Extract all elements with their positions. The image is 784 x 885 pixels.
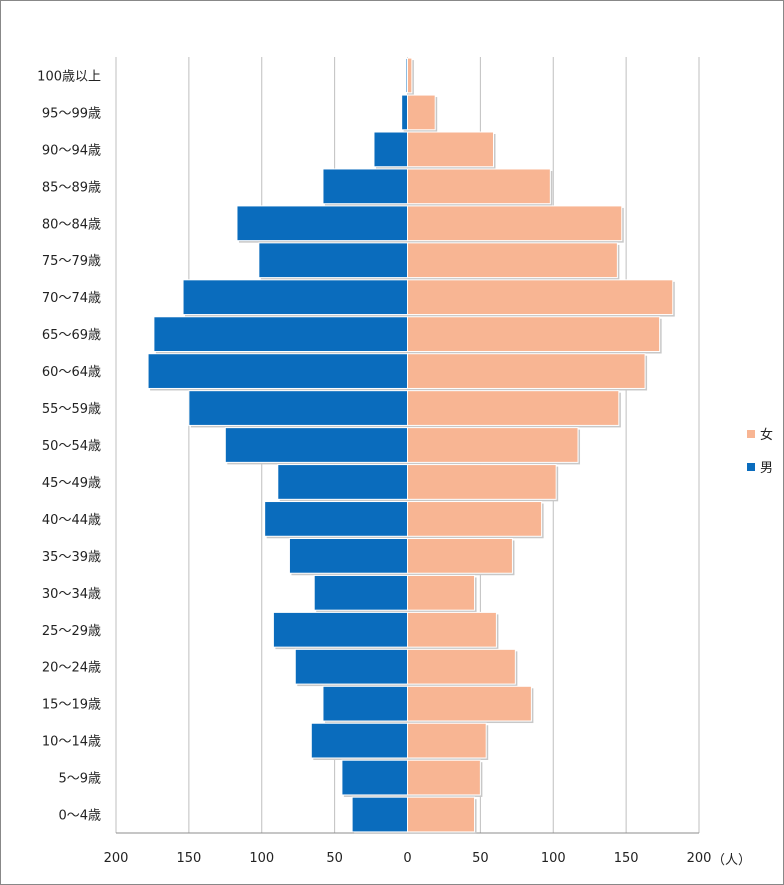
x-tick-label: 150 (614, 851, 639, 866)
category-label: 50〜54歳 (42, 439, 101, 454)
bar-male (182, 279, 408, 316)
bar-male (310, 722, 408, 759)
bar-male (224, 427, 408, 463)
bar-male (153, 316, 408, 353)
category-label: 10〜14歳 (42, 735, 101, 750)
bar-male (277, 464, 408, 500)
bar-female (407, 205, 623, 242)
bar-male (313, 574, 408, 611)
x-axis-tick-labels: 200 150 100 50 0 50 100 150 200 (104, 851, 712, 866)
female-bars (407, 57, 675, 834)
category-label: 65〜69歳 (42, 328, 101, 343)
bar-male (288, 537, 409, 574)
bar-female (407, 427, 579, 463)
category-labels: 100歳以上 95〜99歳 90〜94歳 85〜89歳 80〜84歳 75〜79歳 70〜7… (37, 69, 101, 823)
category-label: 70〜74歳 (42, 291, 101, 306)
category-label: 30〜34歳 (42, 587, 101, 602)
x-tick-label: 50 (326, 851, 343, 866)
x-tick-label: 200 (687, 851, 712, 866)
bar-female (407, 353, 646, 389)
bar-female (407, 611, 497, 648)
legend-label-female: 女 (760, 427, 773, 443)
legend-label-male: 男 (760, 461, 773, 476)
bar-female (407, 464, 557, 500)
bar-male (188, 390, 408, 426)
category-label: 100歳以上 (37, 69, 101, 84)
category-label: 85〜89歳 (42, 180, 101, 195)
male-bars (147, 57, 410, 834)
bar-female (407, 796, 476, 833)
category-label: 55〜59歳 (42, 402, 101, 417)
x-tick-label: 50 (472, 851, 489, 866)
bar-female (407, 648, 516, 685)
legend-swatch-female (747, 430, 755, 438)
bar-female (407, 131, 494, 168)
category-label: 40〜44歳 (42, 513, 101, 528)
bar-female (407, 279, 674, 316)
bar-male (294, 648, 408, 685)
category-label: 60〜64歳 (42, 365, 101, 380)
x-tick-label: 200 (104, 851, 129, 866)
x-tick-label: 100 (249, 851, 274, 866)
bar-female (407, 316, 661, 353)
x-tick-label: 100 (541, 851, 566, 866)
bar-female (407, 537, 513, 574)
bar-male (341, 759, 409, 796)
bar-male (401, 94, 409, 131)
category-label: 35〜39歳 (42, 550, 101, 565)
category-label: 90〜94歳 (42, 143, 101, 158)
legend: 女 男 (747, 427, 773, 476)
bar-female (407, 574, 476, 611)
bar-female (407, 94, 436, 131)
bar-female (407, 501, 543, 537)
bar-male (236, 205, 408, 242)
bar-female (407, 242, 618, 279)
category-label: 5〜9歳 (58, 772, 101, 787)
bar-male (264, 501, 409, 537)
category-label: 95〜99歳 (42, 106, 101, 121)
bar-male (373, 131, 409, 168)
bar-male (147, 353, 408, 389)
category-label: 45〜49歳 (42, 476, 101, 491)
bar-female (407, 57, 413, 94)
bar-female (407, 759, 481, 796)
bar-female (407, 685, 532, 722)
category-label: 25〜29歳 (42, 624, 101, 639)
bar-male (351, 796, 408, 833)
category-label: 20〜24歳 (42, 661, 101, 676)
category-label: 75〜79歳 (42, 254, 101, 269)
x-axis-unit: （人） (712, 853, 751, 868)
bar-female (407, 390, 620, 426)
bar-female (407, 722, 487, 759)
legend-swatch-male (747, 463, 755, 471)
bar-male (258, 242, 408, 279)
x-tick-label: 150 (176, 851, 201, 866)
bar-female (407, 168, 551, 205)
x-tick-label: 0 (403, 851, 411, 866)
bar-male (322, 685, 408, 722)
category-label: 15〜19歳 (42, 698, 101, 713)
category-label: 0〜4歳 (58, 809, 101, 824)
bar-male (272, 611, 408, 648)
category-label: 80〜84歳 (42, 217, 101, 232)
bar-male (322, 168, 408, 205)
